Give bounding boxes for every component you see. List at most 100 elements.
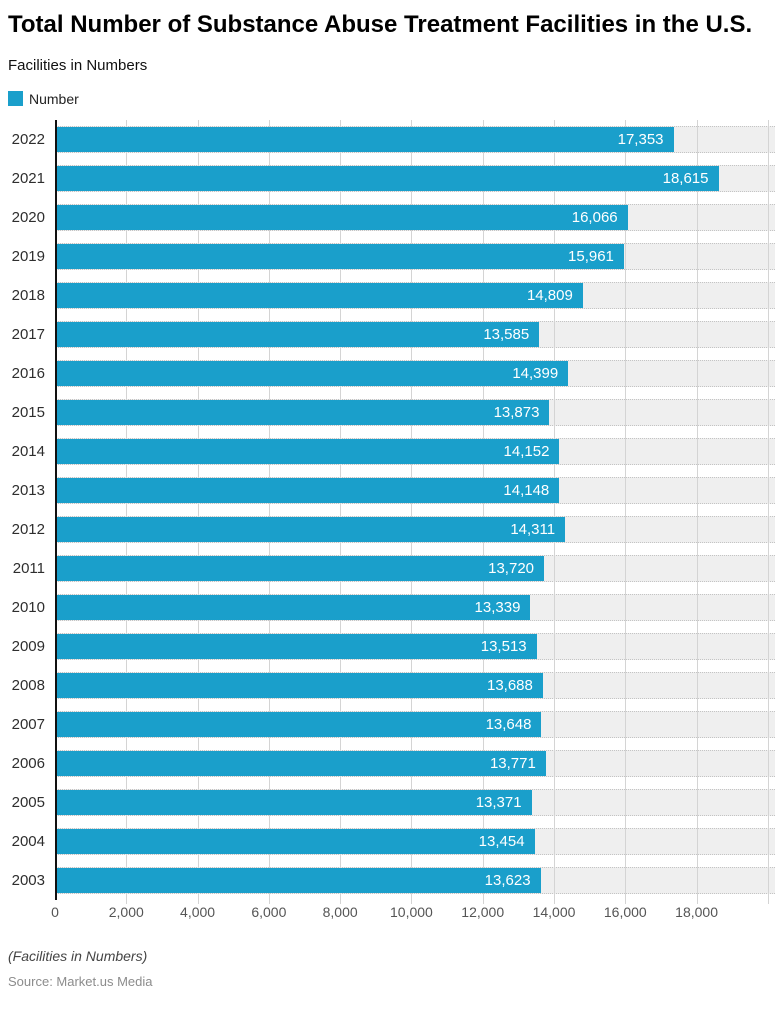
chart-row: 2017 13,585 [0, 315, 775, 354]
bar[interactable]: 14,152 [55, 438, 560, 464]
y-axis-label: 2008 [11, 676, 45, 694]
x-axis-tick-label: 4,000 [180, 903, 216, 920]
chart-row: 2003 13,623 [0, 861, 775, 900]
chart-row: 2007 13,648 [0, 705, 775, 744]
chart-row: 2008 13,688 [0, 666, 775, 705]
x-axis-tick-label: 6,000 [251, 903, 287, 920]
chart-row: 2019 15,961 [0, 237, 775, 276]
bar-track: 14,148 [55, 476, 775, 504]
x-axis-tick-label: 14,000 [532, 903, 576, 920]
bar[interactable]: 17,353 [55, 126, 674, 152]
legend: Number [8, 91, 767, 107]
bar-value-label: 14,399 [512, 364, 559, 382]
bar-value-label: 13,585 [483, 325, 530, 343]
bar[interactable]: 16,066 [55, 204, 628, 230]
chart-row: 2020 16,066 [0, 198, 775, 237]
bar-value-label: 15,961 [568, 247, 614, 265]
bar-track: 13,623 [55, 866, 775, 894]
y-axis-label: 2021 [11, 169, 45, 187]
unit-note: (Facilities in Numbers) [8, 947, 148, 964]
bar[interactable]: 13,339 [55, 594, 531, 620]
chart-row: 2016 14,399 [0, 354, 775, 393]
bar[interactable]: 13,371 [55, 789, 532, 815]
bar-value-label: 13,648 [485, 715, 532, 733]
bar-value-label: 13,688 [486, 676, 533, 694]
bar-track: 13,648 [55, 710, 775, 738]
bar-value-label: 13,720 [488, 559, 535, 577]
bar-value-label: 18,615 [662, 169, 709, 187]
chart-row: 2005 13,371 [0, 783, 775, 822]
chart-row: 2010 13,339 [0, 588, 775, 627]
y-axis-label: 2005 [11, 793, 45, 811]
bar-track: 13,339 [55, 593, 775, 621]
bar-value-label: 13,454 [478, 832, 525, 850]
bar-chart: 2022 17,353 2021 18,615 2020 16,066 2019 15,961… [0, 119, 775, 922]
y-axis-label: 2020 [11, 208, 45, 226]
chart-row: 2014 14,152 [0, 432, 775, 471]
bar[interactable]: 14,809 [55, 282, 583, 308]
bar-track: 13,873 [55, 398, 775, 426]
chart-subtitle: Facilities in Numbers [8, 56, 148, 74]
bar[interactable]: 14,148 [55, 477, 560, 503]
bar-track: 13,371 [55, 788, 775, 816]
chart-row: 2022 17,353 [0, 120, 775, 159]
bar-value-label: 13,339 [474, 598, 521, 616]
bar[interactable]: 13,513 [55, 633, 537, 659]
legend-swatch [8, 91, 23, 107]
bar-track: 13,688 [55, 671, 775, 699]
legend-item-number[interactable]: Number [8, 91, 79, 107]
x-axis-tick-label: 10,000 [390, 903, 433, 920]
y-axis-label: 2015 [11, 403, 45, 421]
bar-value-label: 13,873 [493, 403, 540, 421]
bar-value-label: 14,152 [503, 442, 550, 460]
y-axis-label: 2010 [11, 598, 45, 616]
bar-value-label: 14,148 [503, 481, 550, 499]
plot-rows: 2022 17,353 2021 18,615 2020 16,066 2019 15,961… [0, 120, 775, 900]
bar-track: 13,720 [55, 554, 775, 582]
bar-value-label: 14,311 [510, 520, 556, 538]
bar-value-label: 13,623 [484, 871, 531, 889]
chart-row: 2021 18,615 [0, 159, 775, 198]
y-axis-label: 2014 [11, 442, 45, 460]
bar-value-label: 14,809 [526, 286, 573, 304]
x-axis-tick-label: 8,000 [322, 903, 358, 920]
bar-track: 14,809 [55, 281, 775, 309]
y-axis-label: 2018 [11, 286, 45, 304]
x-axis-tick-label: 0 [51, 903, 59, 920]
bar[interactable]: 13,585 [55, 321, 540, 347]
chart-row: 2013 14,148 [0, 471, 775, 510]
chart-row: 2011 13,720 [0, 549, 775, 588]
bar[interactable]: 13,771 [55, 750, 546, 776]
x-axis-tick-label: 16,000 [603, 903, 647, 920]
bar-track: 16,066 [55, 203, 775, 231]
bar[interactable]: 13,623 [55, 867, 541, 893]
bar[interactable]: 13,454 [55, 828, 535, 854]
bar-track: 15,961 [55, 242, 775, 270]
bar[interactable]: 18,615 [55, 165, 719, 191]
bar[interactable]: 14,311 [55, 516, 566, 542]
bar-track: 13,513 [55, 632, 775, 660]
bar[interactable]: 13,873 [55, 399, 550, 425]
x-axis-tick-label: 2,000 [108, 903, 144, 920]
y-axis-label: 2009 [11, 637, 45, 655]
bar[interactable]: 13,648 [55, 711, 542, 737]
y-axis-label: 2017 [11, 325, 45, 343]
bar-track: 14,311 [55, 515, 775, 543]
y-axis-label: 2004 [11, 832, 45, 850]
bar-track: 13,454 [55, 827, 775, 855]
bar[interactable]: 13,720 [55, 555, 545, 581]
chart-row: 2018 14,809 [0, 276, 775, 315]
y-axis-label: 2022 [11, 130, 45, 148]
y-axis-label: 2007 [11, 715, 45, 733]
legend-label: Number [29, 90, 79, 107]
chart-footer: (Facilities in Numbers) Source: Market.u… [8, 948, 767, 989]
y-axis-label: 2006 [11, 754, 45, 772]
bar-value-label: 16,066 [571, 208, 618, 226]
y-axis-label: 2003 [11, 871, 45, 889]
bar-value-label: 13,513 [480, 637, 527, 655]
chart-row: 2009 13,513 [0, 627, 775, 666]
bar[interactable]: 13,688 [55, 672, 543, 698]
bar[interactable]: 14,399 [55, 360, 569, 386]
bar-track: 13,585 [55, 320, 775, 348]
bar[interactable]: 15,961 [55, 243, 624, 269]
